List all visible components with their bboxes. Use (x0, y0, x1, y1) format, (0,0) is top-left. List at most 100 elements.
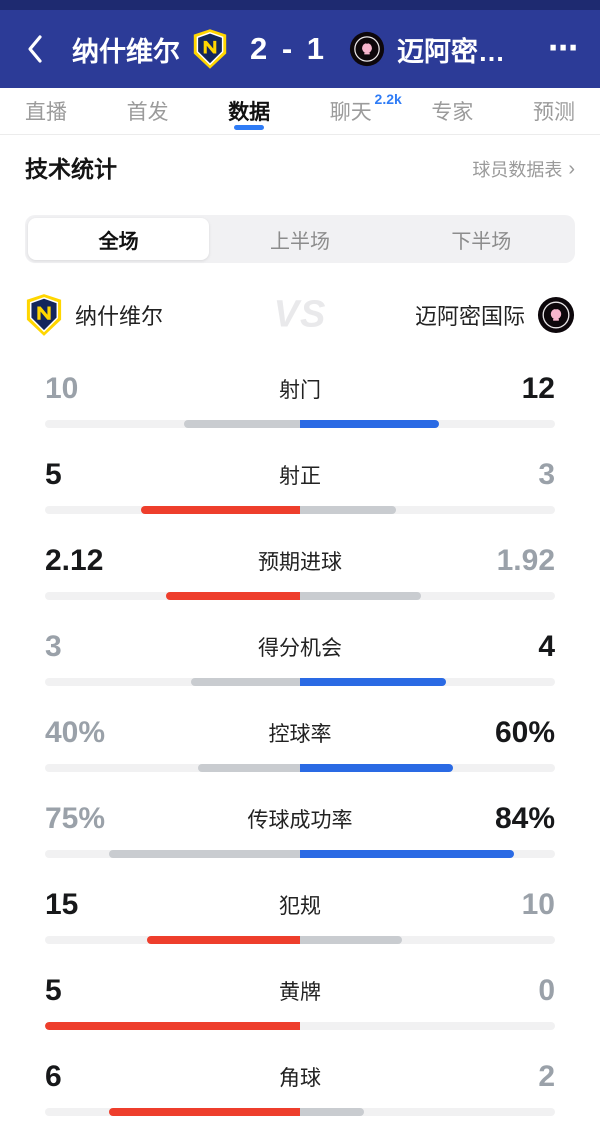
teams-row: 纳什维尔 VS 迈阿密国际 (25, 293, 575, 337)
back-button[interactable] (20, 29, 50, 69)
stat-bar-home-fill (140, 506, 300, 514)
tab-label: 专家 (431, 101, 474, 124)
tab-live[interactable]: 直播 (25, 88, 67, 134)
stat-row-big-chances: 3 得分机会 4 (45, 629, 555, 686)
tab-expert[interactable]: 专家 (431, 88, 473, 134)
stat-bar-home-fill (45, 1022, 300, 1030)
stat-away-value: 3 (538, 458, 555, 491)
stat-bar-home-fill (190, 678, 300, 686)
stat-label: 犯规 (279, 895, 321, 918)
stat-home-value: 10 (45, 372, 79, 405)
tab-bar: 直播 首发 数据 聊天 2.2k 专家 预测 (0, 88, 600, 135)
stat-home-value: 6 (45, 1060, 62, 1093)
stat-bar (45, 936, 555, 944)
stat-away-value: 1.92 (496, 544, 555, 577)
stat-label: 角球 (279, 1067, 321, 1090)
away-team-logo-icon (349, 31, 385, 67)
stat-home-value: 40% (45, 716, 106, 749)
stat-bar-home-fill (166, 592, 300, 600)
stat-bar (45, 1108, 555, 1116)
segment-first-half[interactable]: 上半场 (269, 230, 330, 253)
stat-bar (45, 506, 555, 514)
stat-away-value: 84% (494, 802, 555, 835)
stat-bar-away-fill (300, 936, 402, 944)
stat-bar (45, 850, 555, 858)
home-team-logo-icon (192, 28, 228, 70)
home-team-name: 纳什维尔 (75, 304, 164, 329)
stat-away-value: 10 (521, 888, 555, 921)
stat-row-possession: 40% 控球率 60% (45, 715, 555, 772)
tab-chat[interactable]: 聊天 2.2k (329, 88, 402, 134)
chevron-left-icon (28, 35, 42, 63)
stat-home-value: 75% (45, 802, 106, 835)
stat-bar-away-fill (300, 1108, 364, 1116)
tab-label: 首发 (126, 101, 169, 124)
tab-data[interactable]: 数据 (228, 88, 270, 134)
home-team: 纳什维尔 (25, 293, 163, 337)
match-header: 纳什维尔 2 - 1 迈阿密… ⋯ (0, 0, 600, 88)
stat-bar-home-fill (183, 420, 300, 428)
stat-away-value: 4 (538, 630, 555, 663)
stat-row-fouls: 15 犯规 10 (45, 887, 555, 944)
stat-away-value: 12 (521, 372, 555, 405)
tab-badge-count: 2.2k (374, 91, 402, 107)
stat-row-corners: 6 角球 2 (45, 1059, 555, 1116)
section-header: 技术统计 球员数据表 › (0, 135, 600, 199)
stat-home-value: 5 (45, 974, 62, 1007)
stat-row-expected-goals: 2.12 预期进球 1.92 (45, 543, 555, 600)
stat-home-value: 15 (45, 888, 79, 921)
segment-full[interactable]: 全场 (28, 218, 210, 260)
stat-bar-home-fill (147, 936, 300, 944)
chevron-right-icon: › (568, 158, 575, 180)
stat-row-pass-accuracy: 75% 传球成功率 84% (45, 801, 555, 858)
stat-label: 控球率 (268, 723, 332, 746)
tab-predict[interactable]: 预测 (533, 88, 575, 134)
stat-home-value: 3 (45, 630, 62, 663)
match-score: 2 - 1 (250, 31, 328, 66)
vs-watermark: VS (273, 293, 327, 336)
stat-bar (45, 420, 555, 428)
stat-bar-home-fill (108, 1108, 300, 1116)
header-away-team-name: 迈阿密… (397, 36, 506, 67)
tab-label: 直播 (25, 101, 67, 124)
stat-bar (45, 678, 555, 686)
section-title: 技术统计 (25, 156, 117, 182)
tab-lineup[interactable]: 首发 (127, 88, 169, 134)
header-home-team-name: 纳什维尔 (72, 36, 180, 67)
stat-bar (45, 764, 555, 772)
stat-home-value: 5 (45, 458, 62, 491)
stat-bar-away-fill (300, 592, 422, 600)
player-data-table-link[interactable]: 球员数据表 › (472, 156, 575, 182)
tab-label: 数据 (228, 101, 271, 124)
stat-label: 射正 (279, 465, 321, 488)
stat-bar-away-fill (300, 678, 446, 686)
more-options-button[interactable]: ⋯ (548, 32, 578, 65)
away-team: 迈阿密国际 (415, 296, 575, 334)
stat-row-shots: 10 射门 12 (45, 371, 555, 428)
away-team-name: 迈阿密国际 (414, 304, 525, 329)
stat-label: 射门 (279, 379, 321, 402)
stat-label: 预期进球 (258, 551, 342, 574)
tab-label: 预测 (532, 101, 575, 124)
stat-label: 传球成功率 (247, 809, 353, 832)
stat-home-value: 2.12 (45, 544, 104, 577)
stat-away-value: 60% (494, 716, 555, 749)
stat-bar-away-fill (300, 850, 515, 858)
status-bar-strip (0, 0, 600, 10)
stat-away-value: 0 (538, 974, 555, 1007)
away-team-logo-icon (537, 296, 575, 334)
segment-second-half[interactable]: 下半场 (451, 230, 512, 253)
stat-away-value: 2 (538, 1060, 555, 1093)
home-team-logo-icon (25, 293, 63, 337)
stat-bar-home-fill (198, 764, 300, 772)
stat-label: 黄牌 (279, 981, 321, 1004)
stat-bar-away-fill (300, 506, 396, 514)
player-data-table-link-label: 球员数据表 (472, 160, 563, 180)
stat-row-shots-on-target: 5 射正 3 (45, 457, 555, 514)
stat-bar (45, 1022, 555, 1030)
stat-row-yellow-cards: 5 黄牌 0 (45, 973, 555, 1030)
period-segmented-control: 全场 上半场 下半场 (25, 215, 575, 263)
stat-bar-home-fill (108, 850, 300, 858)
stat-bar-away-fill (300, 764, 453, 772)
tab-label: 聊天 (329, 101, 372, 124)
